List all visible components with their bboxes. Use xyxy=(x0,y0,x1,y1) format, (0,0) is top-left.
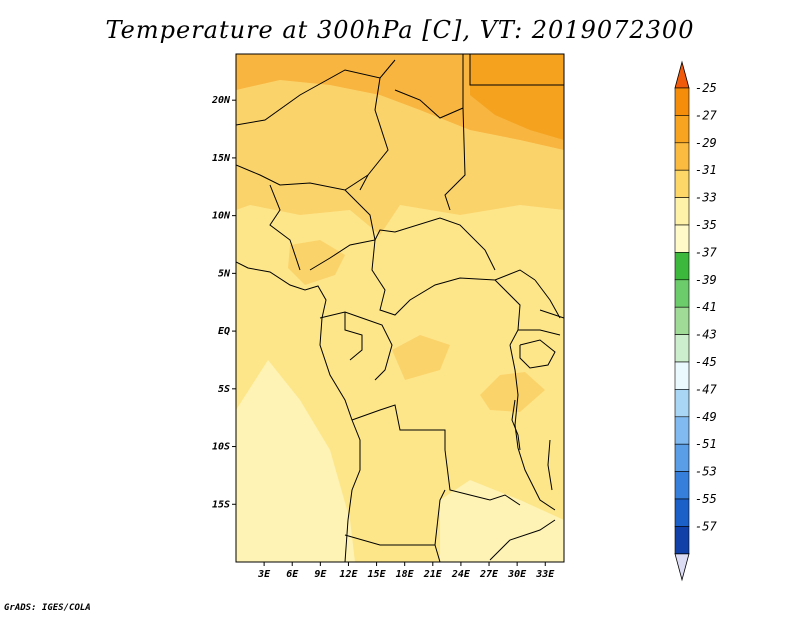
colorbar-top-arrow xyxy=(674,60,690,89)
border-line xyxy=(489,519,556,561)
lon-tick-label: 33E xyxy=(535,569,555,580)
colorbar-label: -35 xyxy=(695,218,717,232)
border-line xyxy=(539,309,564,319)
border-line xyxy=(494,279,521,346)
border-line xyxy=(351,404,521,506)
border-line xyxy=(509,344,556,511)
temperature-field xyxy=(236,54,564,562)
border-line xyxy=(371,239,536,316)
lat-tick-label: EQ xyxy=(218,326,230,337)
lon-tick-label: 12E xyxy=(339,569,358,580)
chart-title: Temperature at 300hPa [C], VT: 201907230… xyxy=(105,16,695,44)
colorbar-swatch xyxy=(674,252,690,281)
colorbar-label: -33 xyxy=(695,191,717,205)
border-line xyxy=(236,164,369,191)
colorbar-swatch xyxy=(674,87,690,116)
color-legend: -25 -27 -29 -31 -33 -35 -37 -39 -41 -43 -45 -47 -49 -… xyxy=(674,60,717,582)
colorbar-label: -47 xyxy=(695,382,717,396)
lat-tick-label: 5S xyxy=(218,384,230,395)
border-line xyxy=(519,339,556,369)
border-line xyxy=(469,54,564,86)
field-band-cool xyxy=(236,360,355,562)
lat-tick-label: 10N xyxy=(212,211,231,222)
colorbar-label: -29 xyxy=(695,136,717,150)
colorbar-swatch xyxy=(674,224,690,253)
field-patch xyxy=(288,240,345,285)
colorbar-swatch xyxy=(674,334,690,363)
colorbar-swatch xyxy=(674,389,690,418)
colorbar-label: -27 xyxy=(695,108,717,122)
colorbar-label: -45 xyxy=(695,355,717,369)
colorbar-swatch xyxy=(674,279,690,308)
border-line xyxy=(547,439,553,491)
colorbar-swatch xyxy=(674,498,690,527)
lon-tick-label: 9E xyxy=(314,569,327,580)
colorbar-label: -25 xyxy=(695,81,717,95)
border-line xyxy=(344,312,363,361)
colorbar-label: -39 xyxy=(695,273,717,287)
colorbar-label: -53 xyxy=(695,465,717,479)
colorbar-bottom-arrow xyxy=(674,553,690,582)
border-line xyxy=(374,217,496,271)
latitude-axis: 20N 15N 10N 5N EQ 5S 10S 15S xyxy=(211,95,236,510)
grads-credit: GrADS: IGES/COLA xyxy=(4,603,91,613)
colorbar-swatch xyxy=(674,142,690,171)
field-band-warmest xyxy=(470,54,564,140)
colorbar-swatch xyxy=(674,306,690,335)
colorbar-swatch xyxy=(674,526,690,555)
border-line xyxy=(511,399,521,451)
colorbar-label: -55 xyxy=(695,492,717,506)
border-line xyxy=(344,534,435,546)
colorbar-label: -51 xyxy=(695,437,717,451)
country-borders xyxy=(236,54,564,562)
border-line xyxy=(518,329,561,336)
colorbar-label: -57 xyxy=(695,519,717,533)
lat-tick-label: 10S xyxy=(212,442,230,453)
lon-tick-label: 27E xyxy=(479,569,499,580)
lon-tick-label: 15E xyxy=(368,569,387,580)
field-patch xyxy=(392,335,450,380)
border-line xyxy=(309,189,376,271)
map-frame xyxy=(235,53,565,563)
border-line xyxy=(269,184,301,271)
colorbar-swatch xyxy=(674,197,690,226)
lat-tick-label: 20N xyxy=(211,95,231,106)
lon-tick-label: 18E xyxy=(396,569,415,580)
lat-tick-label: 5N xyxy=(218,268,231,279)
border-line xyxy=(394,89,464,119)
colorbar-swatch xyxy=(674,416,690,445)
lat-tick-label: 15N xyxy=(212,153,231,164)
lon-tick-label: 30E xyxy=(507,569,527,580)
border-line xyxy=(444,107,466,211)
colorbar-swatch xyxy=(674,443,690,472)
lon-tick-label: 21E xyxy=(423,569,443,580)
colorbar-label: -31 xyxy=(695,163,717,177)
border-line xyxy=(236,59,396,126)
colorbar-label: -49 xyxy=(695,410,717,424)
field-patch xyxy=(480,372,545,412)
colorbar-swatch xyxy=(674,115,690,144)
lon-tick-label: 3E xyxy=(257,569,271,580)
field-band-cool xyxy=(440,480,564,562)
colorbar-swatch xyxy=(674,169,690,198)
border-line xyxy=(359,77,389,191)
longitude-axis: 3E 6E 9E 12E 15E 18E 21E 24E 27E 30E 33E xyxy=(257,562,555,580)
border-line xyxy=(434,489,446,562)
border-line xyxy=(534,279,561,319)
colorbar-label: -43 xyxy=(695,328,717,342)
lon-tick-label: 24E xyxy=(451,569,471,580)
lon-tick-label: 6E xyxy=(286,569,299,580)
colorbar-swatch xyxy=(674,361,690,390)
colorbar-label: -41 xyxy=(695,300,717,314)
colorbar-label: -37 xyxy=(695,245,717,259)
lat-tick-label: 15S xyxy=(212,499,230,510)
colorbar-swatch xyxy=(674,471,690,500)
border-line xyxy=(236,261,361,562)
